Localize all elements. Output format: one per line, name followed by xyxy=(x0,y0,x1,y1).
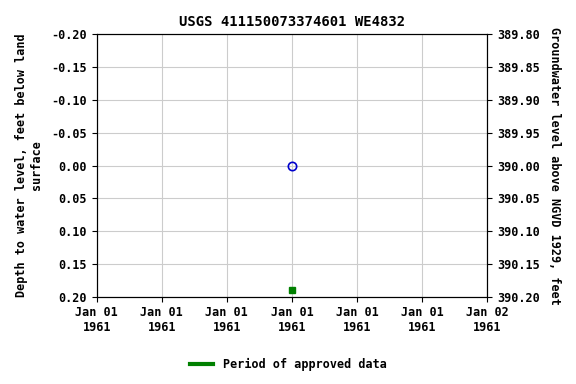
Title: USGS 411150073374601 WE4832: USGS 411150073374601 WE4832 xyxy=(179,15,405,29)
Legend: Period of approved data: Period of approved data xyxy=(185,354,391,376)
Y-axis label: Depth to water level, feet below land
surface: Depth to water level, feet below land su… xyxy=(15,34,43,297)
Y-axis label: Groundwater level above NGVD 1929, feet: Groundwater level above NGVD 1929, feet xyxy=(548,26,561,305)
